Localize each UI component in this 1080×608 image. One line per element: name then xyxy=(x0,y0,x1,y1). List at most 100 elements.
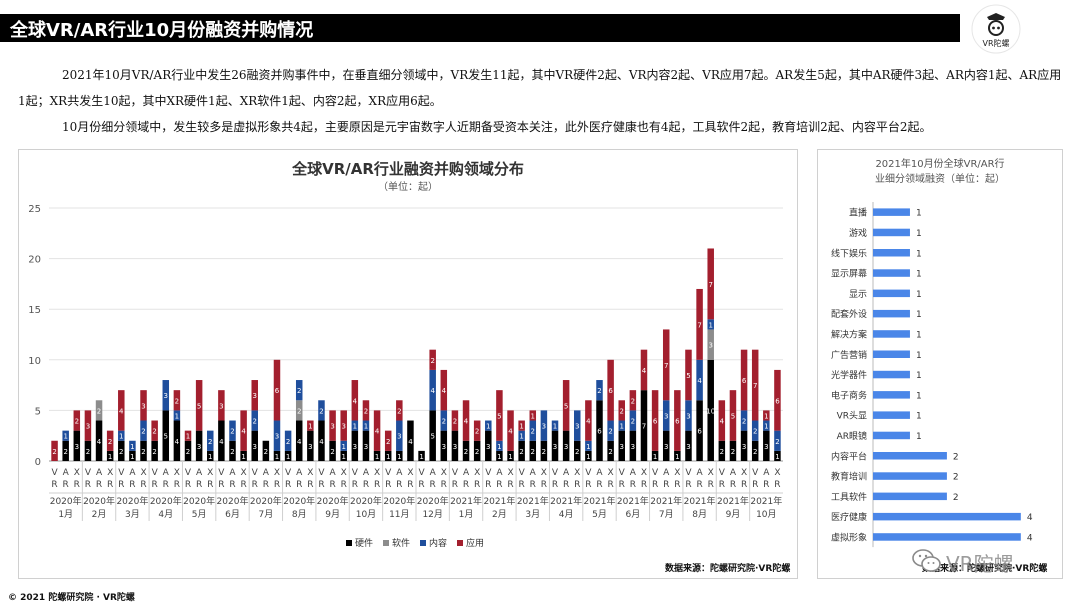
bar-segment xyxy=(629,430,637,461)
x-subcategory-label: X xyxy=(274,468,280,478)
x-subcategory-label: A xyxy=(596,468,603,478)
bar-segment xyxy=(140,390,147,421)
data-label: 1 xyxy=(341,443,345,451)
data-label: 2 xyxy=(731,448,735,456)
data-label: 1 xyxy=(286,453,290,461)
bar-segment xyxy=(318,400,325,421)
x-month-label: 7月 xyxy=(659,509,674,520)
bar-segment xyxy=(240,450,247,461)
x-subcategory-label: V xyxy=(318,468,325,478)
x-month-label: 9月 xyxy=(325,509,340,520)
side-value-label: 1 xyxy=(916,391,922,401)
data-label: 3 xyxy=(708,342,712,350)
x-subcategory-label: R xyxy=(730,480,736,490)
x-subcategory-label: R xyxy=(307,480,313,490)
bar-segment xyxy=(429,369,436,411)
side-value-label: 2 xyxy=(953,493,959,503)
y-tick-label: 10 xyxy=(28,356,41,367)
bar-segment xyxy=(440,410,448,431)
bar-segment xyxy=(173,420,181,461)
data-label: 4 xyxy=(297,438,302,446)
bar-segment xyxy=(651,450,659,461)
x-subcategory-label: A xyxy=(763,468,770,478)
data-label: 3 xyxy=(164,392,168,400)
y-tick-label: 15 xyxy=(28,305,41,316)
bar-segment xyxy=(218,390,225,421)
data-label: 3 xyxy=(542,423,546,431)
bar-segment xyxy=(763,420,770,431)
side-category-label: 工具软件 xyxy=(831,491,867,503)
data-label: 2 xyxy=(141,448,145,456)
bar-segment xyxy=(295,400,303,421)
data-label: 4 xyxy=(642,367,647,375)
bar-segment xyxy=(184,440,192,461)
bar-segment xyxy=(396,400,403,421)
data-label: 2 xyxy=(753,448,757,456)
side-value-label: 4 xyxy=(1027,513,1033,523)
bar-segment xyxy=(95,400,103,421)
x-month-label: 2021年 xyxy=(550,495,582,507)
data-label: 4 xyxy=(353,397,358,405)
data-label: 2 xyxy=(531,428,535,436)
data-label: 2 xyxy=(519,448,523,456)
x-month-label: 11月 xyxy=(389,509,409,520)
x-month-label: 2021年 xyxy=(684,495,716,507)
data-label: 4 xyxy=(219,438,224,446)
data-label: 1 xyxy=(497,453,501,461)
data-label: 1 xyxy=(186,433,190,441)
side-value-label: 1 xyxy=(916,209,922,219)
side-category-label: 医疗健康 xyxy=(831,511,867,523)
bar-segment xyxy=(662,329,670,401)
x-subcategory-label: V xyxy=(85,468,92,478)
bar-segment xyxy=(84,440,92,461)
legend-label: 硬件 xyxy=(355,537,373,549)
side-category-label: 电子商务 xyxy=(831,389,867,401)
page-title: 全球VR/AR行业10月份融资并购情况 xyxy=(10,20,314,41)
bar-segment xyxy=(518,440,525,461)
side-bar xyxy=(873,370,910,379)
legend: 硬件 软件 内容 应用 xyxy=(346,537,484,549)
x-subcategory-label: V xyxy=(685,468,692,478)
legend-swatch xyxy=(346,540,352,546)
x-subcategory-label: V xyxy=(585,468,592,478)
x-subcategory-label: X xyxy=(307,468,313,478)
x-subcategory-label: R xyxy=(285,480,291,490)
x-subcategory-label: R xyxy=(607,480,613,490)
data-label: 10 xyxy=(706,407,715,415)
bar-segment xyxy=(685,400,692,431)
bar-segment xyxy=(674,390,681,451)
x-subcategory-label: R xyxy=(85,480,91,490)
bar-segment xyxy=(73,410,81,431)
x-month-label: 6月 xyxy=(625,509,640,520)
data-label: 1 xyxy=(764,423,768,431)
x-subcategory-label: R xyxy=(763,480,769,490)
x-subcategory-label: X xyxy=(541,468,547,478)
bar-segment xyxy=(651,390,659,451)
data-label: 2 xyxy=(208,438,212,446)
data-label: 3 xyxy=(86,423,90,431)
bar-segment xyxy=(440,430,448,461)
side-value-label: 4 xyxy=(1027,533,1033,543)
bar-segment xyxy=(696,359,703,401)
data-label: 1 xyxy=(386,453,390,461)
bar-segment xyxy=(562,380,570,431)
x-subcategory-label: R xyxy=(374,480,380,490)
bar-segment xyxy=(340,440,347,451)
data-label: 3 xyxy=(219,402,223,410)
bar-segment xyxy=(685,430,692,461)
x-subcategory-label: R xyxy=(619,480,625,490)
bar-segment xyxy=(329,440,336,461)
x-month-label: 2月 xyxy=(92,509,107,520)
bar-segment xyxy=(95,420,103,461)
bar-segment xyxy=(662,400,670,431)
side-category-label: 内容平台 xyxy=(831,450,867,462)
data-label: 4 xyxy=(442,387,447,395)
bar-segment xyxy=(173,390,181,411)
data-label: 1 xyxy=(620,423,624,431)
data-label: 2 xyxy=(175,397,179,405)
bar-segment xyxy=(629,410,637,431)
side-bar xyxy=(873,533,1021,541)
data-label: 2 xyxy=(186,448,190,456)
data-label: 4 xyxy=(464,418,469,426)
